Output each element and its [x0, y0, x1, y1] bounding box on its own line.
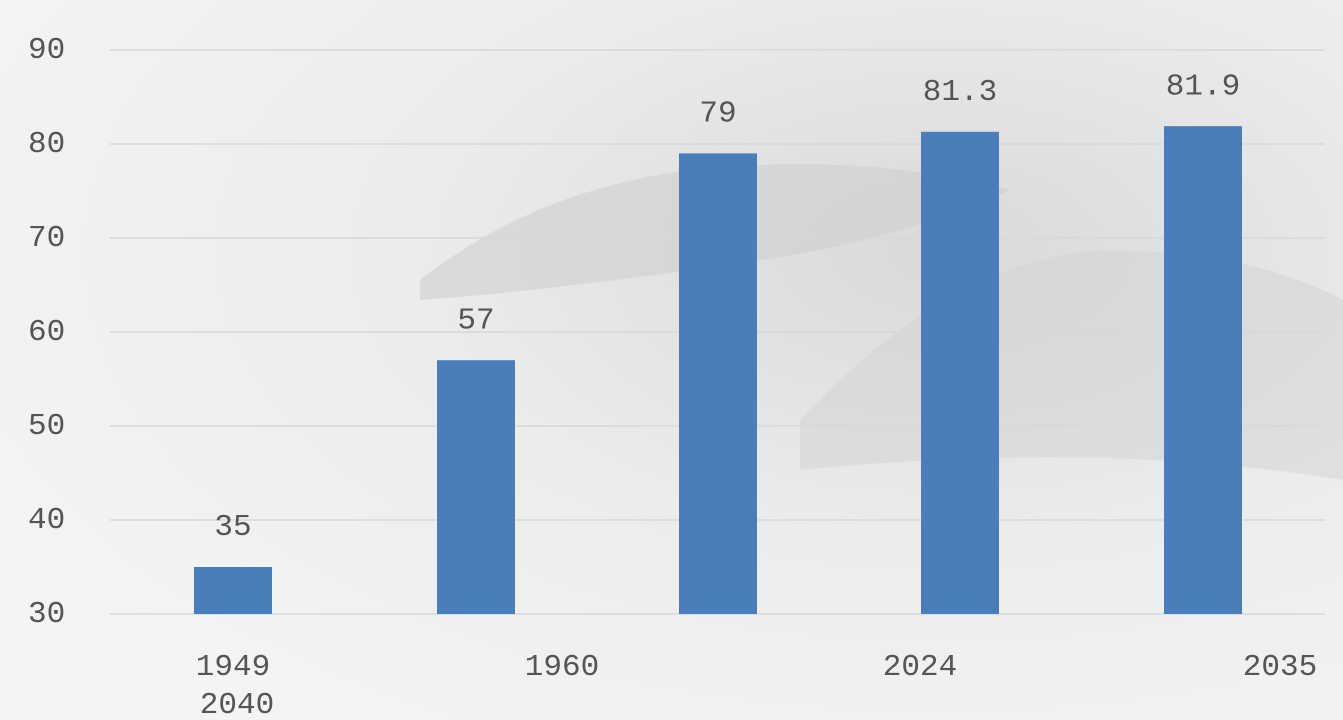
y-tick-label: 60	[28, 315, 65, 350]
data-label: 57	[457, 303, 494, 338]
y-tick-label: 90	[28, 33, 65, 68]
bar	[194, 567, 272, 614]
bar	[1164, 126, 1242, 614]
bar	[437, 360, 515, 614]
data-label: 35	[214, 510, 251, 545]
x-tick-label: 1949	[196, 650, 270, 685]
y-tick-label: 80	[28, 127, 65, 162]
y-tick-label: 50	[28, 409, 65, 444]
y-tick-label: 70	[28, 221, 65, 256]
bar	[921, 131, 999, 614]
x-tick-label: 1960	[525, 650, 599, 685]
x-tick-label: 2024	[883, 650, 957, 685]
y-tick-label: 40	[28, 503, 65, 538]
x-tick-label: 2040	[200, 688, 274, 720]
data-label: 81.9	[1166, 69, 1240, 104]
y-tick-label: 30	[28, 597, 65, 632]
data-label: 81.3	[923, 75, 997, 110]
data-label: 79	[699, 97, 736, 132]
bar	[679, 153, 757, 614]
x-tick-label: 2035	[1243, 650, 1317, 685]
